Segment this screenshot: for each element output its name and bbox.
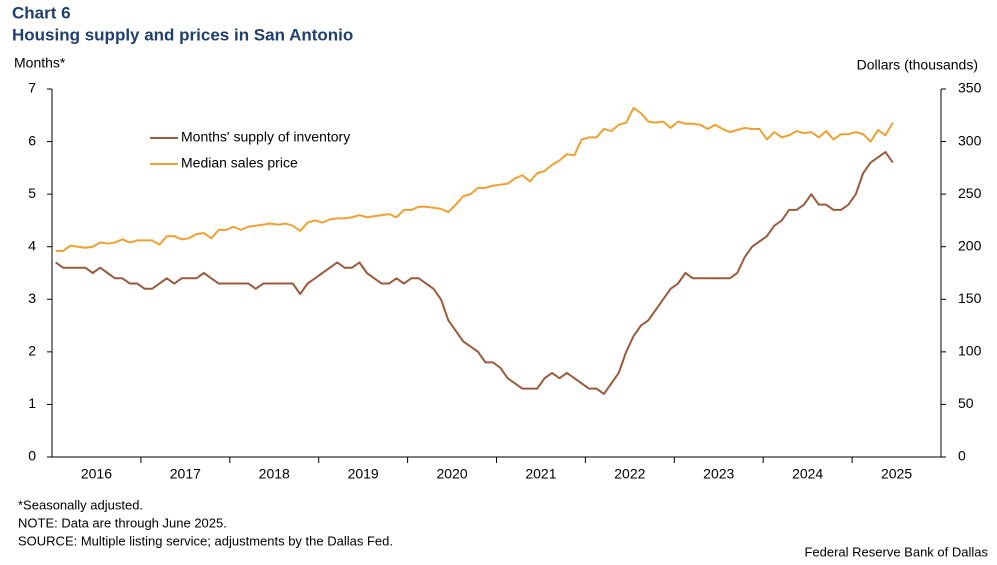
- chart-title: Chart 6: [12, 3, 71, 22]
- y-tick-label: 4: [28, 237, 36, 253]
- y-tick-label: 1: [28, 395, 36, 411]
- y2-tick-label: 350: [958, 80, 982, 96]
- y-tick-label: 7: [28, 80, 36, 96]
- y2-tick-label: 100: [958, 343, 982, 359]
- y2-tick-label: 50: [958, 395, 974, 411]
- line-series: [55, 106, 894, 252]
- y2-tick-label: 250: [958, 185, 982, 201]
- y-tick-label: 6: [28, 132, 36, 148]
- y2-tick-label: 150: [958, 290, 982, 306]
- y-tick-label: 2: [28, 343, 36, 359]
- x-tick-label: 2017: [170, 466, 201, 482]
- y2-tick-label: 0: [958, 448, 966, 464]
- legend-label: Median sales price: [181, 155, 298, 171]
- x-tick-label: 2019: [348, 466, 379, 482]
- x-tick-label: 2021: [525, 466, 556, 482]
- credit: Federal Reserve Bank of Dallas: [804, 544, 988, 559]
- chart-subtitle: Housing supply and prices in San Antonio: [12, 25, 353, 44]
- x-tick-label: 2025: [881, 466, 912, 482]
- y-tick-label: 3: [28, 290, 36, 306]
- x-tick-label: 2023: [703, 466, 734, 482]
- y-tick-label: 5: [28, 185, 36, 201]
- y-tick-label: 0: [28, 448, 36, 464]
- note: SOURCE: Multiple listing service; adjust…: [18, 533, 393, 548]
- y-axis-label: Months*: [14, 55, 66, 71]
- x-tick-label: 2022: [614, 466, 645, 482]
- x-tick-label: 2016: [81, 466, 112, 482]
- x-tick-label: 2018: [259, 466, 290, 482]
- y2-axis-label: Dollars (thousands): [857, 57, 978, 73]
- x-tick-label: 2024: [792, 466, 823, 482]
- x-tick-label: 2020: [436, 466, 467, 482]
- y2-tick-label: 200: [958, 237, 982, 253]
- y2-tick-label: 300: [958, 132, 982, 148]
- line-series: [55, 151, 894, 395]
- note: *Seasonally adjusted.: [18, 497, 143, 512]
- note: NOTE: Data are through June 2025.: [18, 515, 227, 530]
- legend-label: Months' supply of inventory: [181, 129, 350, 145]
